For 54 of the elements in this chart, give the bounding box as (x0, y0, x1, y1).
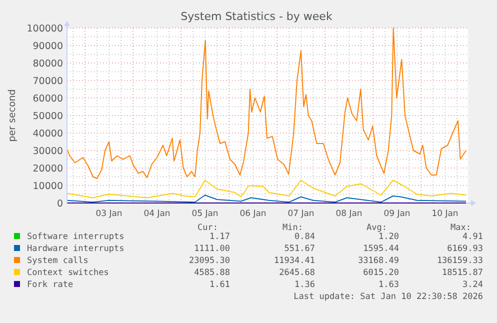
x-tick-label: 10 Jan (432, 209, 458, 219)
text: 33168.49 (358, 256, 399, 266)
y-tick-label: 60000 (32, 93, 63, 104)
text: 18515.87 (442, 268, 483, 278)
text: 136159.33 (436, 256, 483, 266)
text: 6169.93 (447, 244, 483, 254)
text: Max: (450, 223, 471, 233)
x-tick-label: 06 Jan (240, 209, 266, 219)
legend-label: Context switches (27, 268, 109, 278)
text: 1.20 (378, 232, 399, 242)
line-series (66, 194, 466, 203)
legend-label: Hardware interrupts (27, 244, 124, 254)
y-tick-label: 30000 (32, 146, 63, 157)
text: 1.63 (378, 280, 399, 290)
text: 1111.00 (194, 244, 230, 254)
text: Avg: (366, 223, 387, 233)
y-tick-label: 100000 (26, 23, 63, 34)
x-tick-label: 05 Jan (192, 209, 218, 219)
legend-label: Software interrupts (27, 232, 124, 242)
y-tick-label: 40000 (32, 128, 63, 140)
line-series (66, 28, 466, 179)
line-series (66, 180, 466, 198)
y-tick-label: 50000 (32, 110, 63, 122)
text: 4.91 (462, 232, 483, 242)
y-tick-label: 90000 (32, 40, 63, 52)
text: 0.84 (294, 232, 315, 242)
y-axis-title: per second (7, 89, 18, 142)
text: Cur: (198, 223, 218, 233)
text: Last update: Sat Jan 10 22:30:58 2026 (294, 292, 483, 302)
text: 1.61 (210, 280, 230, 290)
text: Min: (282, 223, 303, 233)
chart-title: System Statistics - by week (180, 10, 333, 23)
text: 6015.20 (363, 268, 399, 278)
y-tick-label: 70000 (32, 76, 63, 87)
text: 11934.41 (274, 256, 315, 266)
text: 1595.44 (363, 244, 399, 254)
x-tick-label: 09 Jan (384, 209, 410, 219)
text: 4585.88 (194, 268, 230, 278)
text: 2645.68 (279, 268, 315, 278)
y-tick-label: 20000 (32, 163, 63, 174)
x-tick-label: 04 Jan (144, 209, 170, 219)
y-tick-label: 0 (56, 198, 63, 210)
y-tick-label: 10000 (32, 180, 63, 192)
text: 1.17 (210, 232, 230, 242)
text: 1.36 (294, 280, 315, 290)
text: 23095.30 (189, 256, 230, 266)
x-tick-label: 03 Jan (96, 209, 122, 219)
legend-label: System calls (27, 256, 88, 266)
text: 3.24 (462, 280, 483, 290)
x-tick-label: 08 Jan (336, 209, 362, 219)
legend-label: Fork rate (27, 280, 74, 290)
text: 551.67 (284, 244, 315, 254)
x-tick-label: 07 Jan (288, 209, 314, 219)
y-tick-label: 80000 (32, 58, 63, 70)
